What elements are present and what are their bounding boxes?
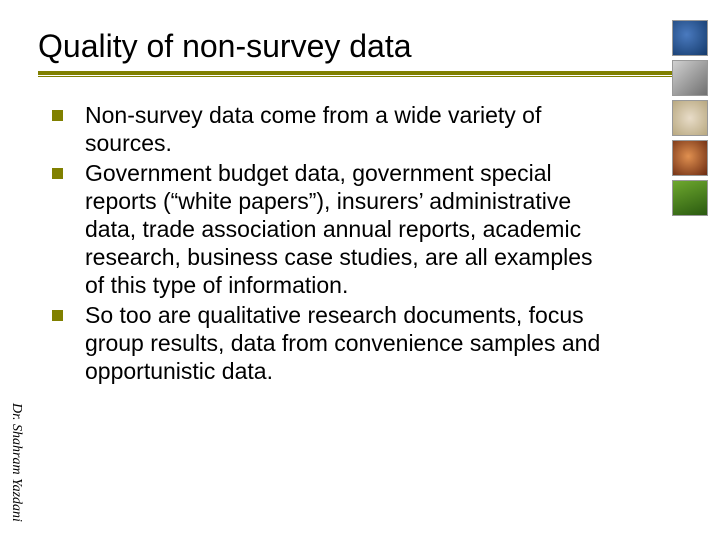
cardiac-icon [672, 140, 708, 176]
bullet-icon [52, 168, 63, 179]
list-item: So too are qualitative research document… [52, 301, 612, 385]
earth-icon [672, 20, 708, 56]
cells-icon [672, 100, 708, 136]
rule-thin [38, 76, 678, 77]
rule-thick [38, 71, 678, 75]
plant-icon [672, 180, 708, 216]
slide-title: Quality of non-survey data [38, 28, 700, 65]
author-credit: Dr. Shahram Yazdani [8, 403, 24, 522]
brain-mri-icon [672, 60, 708, 96]
thumbnail-strip [672, 20, 708, 216]
bullet-list: Non-survey data come from a wide variety… [52, 101, 612, 385]
title-rule [38, 71, 678, 79]
list-item: Government budget data, government speci… [52, 159, 612, 299]
bullet-text: Non-survey data come from a wide variety… [85, 101, 612, 157]
bullet-icon [52, 310, 63, 321]
slide: Quality of non-survey data Non-survey da… [0, 0, 720, 540]
list-item: Non-survey data come from a wide variety… [52, 101, 612, 157]
bullet-text: So too are qualitative research document… [85, 301, 612, 385]
bullet-icon [52, 110, 63, 121]
bullet-text: Government budget data, government speci… [85, 159, 612, 299]
